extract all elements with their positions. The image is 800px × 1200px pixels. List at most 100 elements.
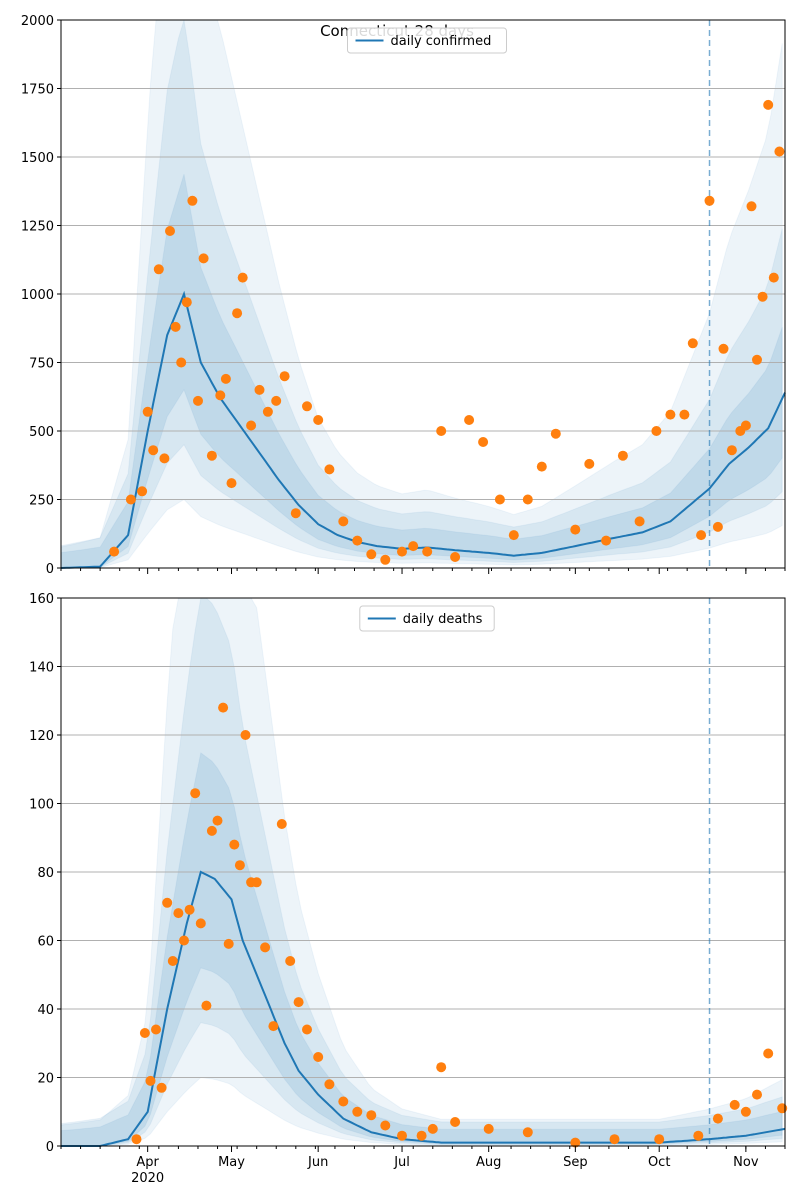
x-tick-label: Nov (733, 1155, 759, 1170)
confirmed-x-axis (60, 568, 786, 574)
y-tick-label: 1500 (21, 151, 54, 166)
observed-point (290, 508, 301, 519)
observed-point (380, 1120, 391, 1131)
deaths-observed-points (131, 702, 788, 1148)
legend-box (347, 27, 507, 54)
observed-point (137, 486, 148, 497)
observed-point (195, 918, 206, 929)
y-tick-label: 2000 (21, 14, 54, 29)
observed-point (366, 549, 377, 560)
observed-point (774, 146, 785, 157)
uncertainty-band-3 (60, 752, 783, 1147)
observed-point (218, 702, 229, 713)
deaths-y-axis: 0 20 40 60 80 100 120 140 160 (29, 592, 61, 1155)
legend-label: daily confirmed (391, 34, 492, 49)
observed-point (313, 1052, 324, 1062)
observed-point (601, 535, 612, 546)
observed-point (704, 195, 715, 206)
observed-point (508, 530, 519, 541)
y-tick-label: 60 (37, 935, 54, 950)
observed-point (380, 554, 391, 565)
observed-point (240, 730, 251, 740)
observed-point (148, 445, 159, 456)
y-tick-label: 1250 (21, 220, 54, 235)
x-year-label: 2020 (131, 1171, 164, 1186)
x-tick-label: Sep (563, 1155, 588, 1170)
observed-point (167, 956, 178, 966)
observed-point (651, 426, 662, 436)
observed-point (397, 546, 407, 557)
observed-point (187, 195, 198, 206)
observed-point (494, 494, 505, 505)
observed-point (436, 426, 447, 436)
observed-point (260, 942, 271, 953)
observed-point (726, 445, 737, 456)
observed-point (634, 516, 645, 527)
observed-point (179, 935, 189, 946)
observed-point (746, 201, 757, 212)
observed-point (729, 1099, 740, 1110)
uncertainty-band-3 (60, 173, 783, 569)
observed-point (162, 897, 173, 908)
observed-point (570, 1137, 581, 1148)
x-tick-label: Aug (476, 1155, 501, 1170)
observed-point (464, 415, 475, 425)
y-tick-label: 1000 (21, 288, 54, 303)
observed-point (397, 1130, 407, 1141)
observed-point (156, 1082, 167, 1093)
confirmed-observed-points (109, 99, 785, 565)
observed-point (226, 478, 237, 489)
y-tick-label: 100 (29, 798, 54, 813)
observed-point (271, 395, 282, 406)
observed-point (276, 819, 287, 829)
observed-point (679, 409, 690, 420)
y-tick-label: 750 (29, 357, 54, 372)
observed-point (550, 428, 561, 439)
observed-point (570, 524, 581, 535)
observed-point (422, 546, 433, 557)
observed-point (478, 437, 489, 447)
observed-point (142, 406, 153, 417)
y-tick-label: 20 (37, 1072, 54, 1087)
observed-point (206, 450, 217, 461)
observed-point (201, 1000, 212, 1011)
observed-point (262, 406, 273, 417)
observed-point (165, 226, 175, 236)
y-tick-label: 160 (29, 592, 54, 607)
observed-point (153, 264, 164, 275)
observed-point (232, 308, 243, 319)
y-tick-label: 40 (37, 1003, 54, 1018)
y-tick-label: 500 (29, 425, 54, 440)
confirmed-y-axis: 0 250 500 750 1000 1250 1500 1750 2000 (21, 14, 61, 577)
observed-point (693, 1130, 704, 1141)
observed-point (181, 297, 192, 308)
observed-point (436, 1062, 447, 1073)
x-tick-label: Jun (307, 1155, 328, 1170)
observed-point (712, 521, 723, 532)
deaths-model-line (61, 870, 786, 1147)
observed-point (109, 546, 120, 557)
legend-label: daily deaths (403, 612, 483, 627)
observed-point (609, 1134, 620, 1145)
observed-point (324, 1079, 335, 1090)
observed-point (352, 1106, 363, 1117)
observed-point (416, 1130, 427, 1141)
observed-point (450, 1117, 461, 1127)
x-tick-label: Apr (136, 1155, 159, 1170)
observed-point (220, 373, 231, 384)
observed-point (173, 908, 184, 919)
observed-point (215, 390, 226, 401)
legend-box (359, 605, 495, 632)
observed-point (338, 516, 349, 527)
observed-point (324, 464, 335, 475)
observed-point (212, 815, 223, 826)
deaths-legend: daily deaths (359, 605, 495, 632)
observed-point (302, 1024, 312, 1035)
observed-point (229, 839, 240, 850)
observed-point (408, 541, 419, 552)
observed-point (206, 825, 217, 836)
observed-point (131, 1134, 142, 1145)
observed-point (522, 1127, 533, 1138)
